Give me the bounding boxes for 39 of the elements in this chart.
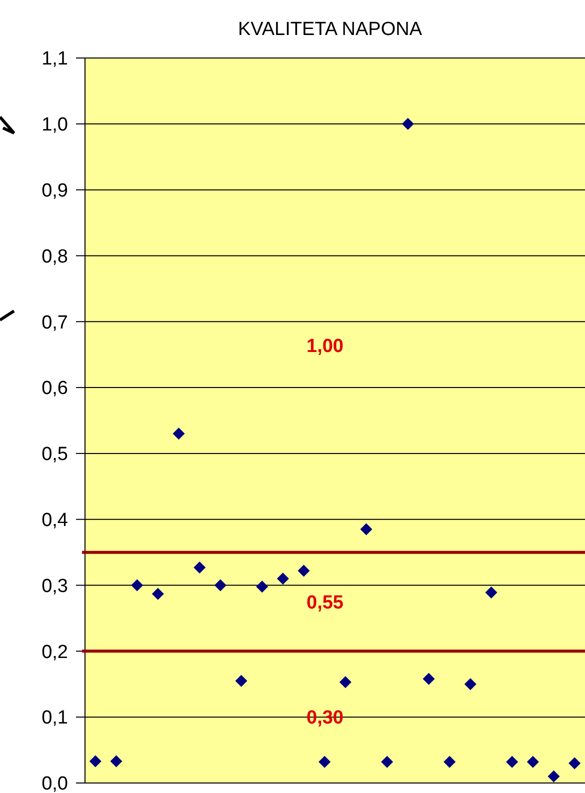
- point: [152, 588, 164, 600]
- point: [110, 755, 122, 768]
- y-tick-label: 0,2: [42, 642, 68, 663]
- y-tick-label: 1,1: [42, 48, 68, 70]
- y-tick-label: 0,3: [42, 576, 68, 597]
- point: [444, 756, 456, 768]
- y-tick-label: 0,7: [42, 312, 68, 334]
- point: [526, 756, 539, 768]
- y-tick-label: 1,0: [42, 114, 68, 136]
- y-tick-label: 0,5: [42, 444, 68, 466]
- point: [89, 755, 102, 768]
- y-tick-label: 0,9: [42, 180, 68, 202]
- point: [402, 118, 414, 130]
- point: [506, 756, 518, 768]
- point: [548, 770, 560, 782]
- y-tick-label: 0,8: [42, 246, 68, 268]
- y-tick-label: 0,1: [42, 708, 68, 729]
- point: [422, 672, 435, 685]
- point: [194, 561, 206, 574]
- point: [568, 757, 581, 770]
- point: [276, 572, 289, 585]
- point: [464, 678, 476, 690]
- point: [485, 586, 498, 599]
- annotation: 1,00: [306, 336, 344, 357]
- point: [318, 756, 331, 768]
- point: [172, 428, 185, 440]
- point: [360, 523, 372, 536]
- point: [298, 564, 310, 577]
- point: [339, 676, 352, 688]
- point: [131, 579, 144, 592]
- point: [256, 580, 268, 593]
- y-tick-label: 0,0: [42, 774, 68, 793]
- y-tick-label: 0,6: [42, 378, 68, 400]
- point: [214, 579, 226, 592]
- annotation: 0,55: [306, 592, 344, 614]
- y-tick-label: 0,4: [42, 510, 68, 532]
- chart-title: KVALITETA NAPONA: [238, 19, 422, 40]
- point: [235, 674, 248, 687]
- point: [381, 756, 394, 768]
